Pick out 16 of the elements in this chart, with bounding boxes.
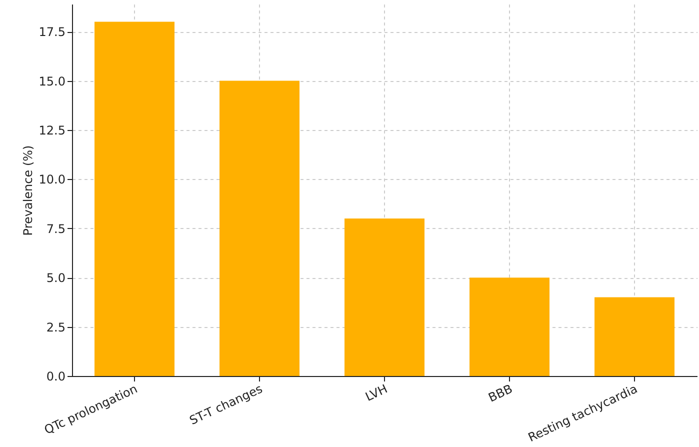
x-tick-label: BBB	[486, 382, 515, 405]
bar	[470, 278, 550, 376]
y-tick-label: 10.0	[38, 172, 66, 187]
y-tick-label: 12.5	[38, 123, 66, 138]
y-tick-label: 0.0	[46, 370, 66, 384]
bar	[594, 297, 674, 376]
y-tick-label: 17.5	[38, 25, 66, 40]
y-tick-label: 2.5	[46, 320, 66, 334]
y-tick-label: 5.0	[46, 271, 66, 286]
bar	[94, 22, 174, 376]
x-tick-label: LVH	[363, 382, 390, 404]
bar	[344, 218, 424, 376]
y-axis-title: Prevalence (%)	[20, 145, 35, 236]
y-tick-label: 15.0	[38, 74, 66, 88]
bar	[220, 80, 300, 376]
y-tick-label: 7.5	[46, 222, 66, 236]
